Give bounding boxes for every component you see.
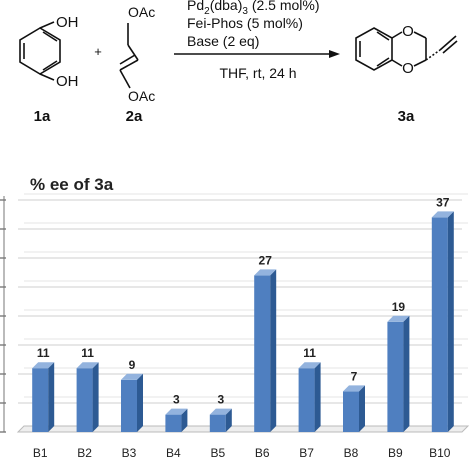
bar-side	[447, 211, 454, 432]
x-tick-label: B4	[166, 446, 181, 460]
ee-bar-chart: B1 B2 B3 B4 B5 B6 B7 B8 B9 B10 11 11 9 3 3 27 11 7 19 37 %…	[0, 175, 470, 460]
base-text: Base (2 eq)	[187, 33, 259, 49]
bar-front	[76, 368, 93, 432]
bar-B10	[431, 211, 454, 432]
bar-top	[431, 211, 454, 218]
bar-side	[225, 408, 232, 432]
benzodioxane-structure	[355, 27, 458, 71]
x-tick-label: B6	[255, 446, 270, 460]
x-tick-label: B7	[299, 446, 314, 460]
reactant2-label: 2a	[126, 108, 143, 125]
bar-front	[343, 391, 359, 432]
x-tick-label: B1	[33, 446, 48, 460]
catalyst-text: Pd2(dba)3 (2.5 mol%)	[187, 0, 320, 17]
x-tick-label: B8	[344, 446, 359, 460]
bar-B9	[387, 315, 410, 432]
bar-B5	[209, 408, 232, 432]
bar-B7	[298, 362, 321, 432]
data-label: 37	[436, 195, 450, 209]
bar-top	[165, 408, 188, 415]
x-tick-label: B5	[210, 446, 225, 460]
reactant1-oh-top: OH	[56, 14, 79, 31]
data-label: 11	[37, 346, 50, 360]
bar-front	[121, 379, 137, 432]
bar-B3	[121, 373, 143, 432]
bar-front	[298, 368, 315, 432]
bar-front	[387, 321, 404, 432]
butene-diacetate-structure	[119, 23, 139, 89]
data-label: 3	[217, 393, 224, 407]
product-o-top: O	[402, 23, 414, 40]
reactant1-label: 1a	[34, 108, 51, 125]
product-label: 3a	[398, 108, 415, 125]
ligand-text: Fei-Phos (5 mol%)	[187, 15, 303, 31]
bar-B4	[165, 408, 188, 432]
bar-B8	[343, 385, 365, 432]
bar-top	[32, 362, 55, 369]
bar-side	[181, 408, 188, 432]
data-label: 11	[81, 346, 94, 360]
data-label: 3	[173, 393, 180, 407]
bar-front	[165, 414, 182, 432]
bar-front	[32, 368, 49, 432]
reaction-scheme: OH OH 1a + OAc OAc 2a Pd2(dba)3 (2.5 mol…	[19, 0, 458, 125]
bar-front	[431, 217, 448, 432]
bar-side	[314, 362, 321, 432]
reaction-arrow	[174, 50, 340, 58]
x-tick-label: B3	[122, 446, 137, 460]
data-label: 19	[392, 300, 406, 314]
bar-side	[359, 385, 365, 432]
data-label: 11	[303, 346, 316, 360]
bar-top	[343, 385, 365, 392]
bar-top	[298, 362, 321, 369]
bar-top	[76, 362, 99, 369]
bar-top	[254, 269, 277, 276]
bar-side	[270, 269, 277, 432]
reactant1-oh-bottom: OH	[56, 73, 79, 90]
bar-side	[92, 362, 99, 432]
bar-B6	[254, 269, 277, 432]
data-label: 9	[129, 358, 136, 372]
reactant2-oac-bottom: OAc	[128, 88, 155, 104]
reactant2-oac-top: OAc	[128, 4, 155, 20]
bar-front	[209, 414, 226, 432]
data-label: 7	[351, 369, 358, 383]
catechol-structure	[19, 21, 61, 81]
bar-B1	[32, 362, 55, 432]
bar-B2	[76, 362, 99, 432]
bar-side	[48, 362, 55, 432]
x-tick-label: B10	[429, 446, 451, 460]
bar-top	[209, 408, 232, 415]
chart-title: % ee of 3a	[30, 175, 114, 194]
bar-side	[137, 373, 143, 432]
plus-sign: +	[94, 44, 102, 59]
x-tick-label: B2	[77, 446, 92, 460]
bar-top	[121, 373, 143, 380]
x-tick-label: B9	[388, 446, 403, 460]
conditions-text: THF, rt, 24 h	[219, 65, 296, 81]
data-label: 27	[259, 253, 273, 267]
bars-layer: 11 11 9 3 3 27 11 7 19 37	[32, 195, 454, 432]
product-o-bottom: O	[402, 60, 414, 77]
bar-front	[254, 275, 271, 432]
bar-side	[403, 315, 410, 432]
bar-top	[387, 315, 410, 322]
